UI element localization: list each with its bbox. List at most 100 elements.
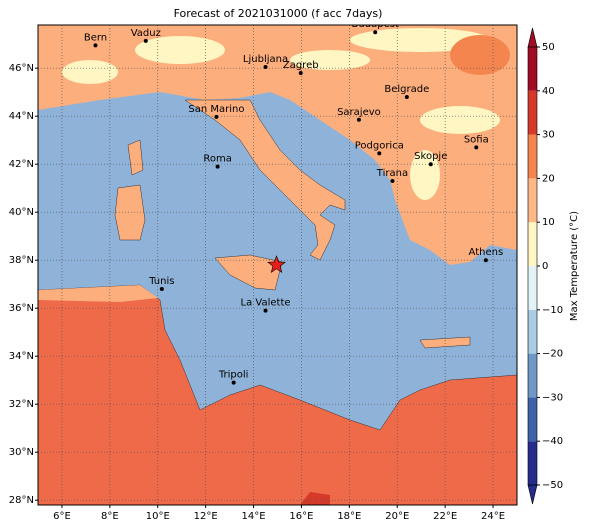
crete — [419, 336, 471, 349]
city-label: Vaduz — [131, 28, 161, 39]
city-marker — [474, 145, 479, 150]
colorbar-tick-label: −40 — [542, 436, 563, 447]
y-tick-label: 36°N — [9, 303, 34, 314]
city-marker — [263, 308, 268, 313]
city-label: Tripoli — [218, 370, 249, 381]
city-marker — [214, 114, 219, 119]
colorbar-band — [528, 47, 537, 91]
city-label: Belgrade — [384, 84, 429, 95]
city-label: La Valette — [241, 298, 291, 309]
city-label: Skopje — [414, 151, 447, 162]
city-marker — [143, 38, 148, 43]
x-tick-label: 16°E — [289, 511, 313, 522]
grid — [38, 25, 517, 505]
colorbar-tick-label: 50 — [542, 42, 555, 53]
colorbar-label: Max Temperature (°C) — [569, 211, 580, 321]
colorbar-band — [528, 266, 537, 310]
y-tick-label: 46°N — [9, 63, 34, 74]
colorbar-tick-label: 20 — [542, 173, 555, 184]
cool-area — [62, 60, 118, 84]
city-marker — [483, 258, 488, 263]
city-marker — [231, 380, 236, 385]
city-marker — [263, 65, 268, 69]
city-marker — [159, 287, 164, 291]
x-tick-label: 12°E — [194, 511, 218, 522]
x-tick-label: 24°E — [481, 511, 505, 522]
city-label: Athens — [469, 247, 504, 258]
city-marker — [356, 117, 361, 122]
city-label: Roma — [203, 154, 232, 165]
colorbar-band — [528, 441, 537, 485]
y-tick-label: 42°N — [9, 159, 34, 170]
hot-area — [300, 492, 330, 505]
colorbar-band — [528, 90, 537, 135]
corsica — [127, 139, 144, 176]
y-tick-label: 38°N — [9, 255, 34, 266]
city-label: Sofia — [464, 134, 489, 145]
city-label: San Marino — [188, 104, 244, 115]
colorbar-tick-label: 30 — [542, 130, 555, 141]
x-tick-label: 20°E — [385, 511, 409, 522]
city-marker — [215, 164, 220, 169]
colorbar-band — [528, 309, 537, 354]
city-label: Bern — [84, 32, 107, 43]
x-tick-label: 8°E — [101, 511, 119, 522]
y-tick-label: 30°N — [9, 447, 34, 458]
y-tick-label: 44°N — [9, 111, 34, 122]
x-tick-label: 10°E — [146, 511, 170, 522]
colorbar-tick-label: 10 — [542, 217, 555, 228]
cool-area — [135, 36, 225, 64]
sardinia — [114, 184, 146, 241]
cool-area — [290, 50, 370, 70]
x-tick-label: 6°E — [53, 511, 71, 522]
city-label: Ljubljana — [243, 54, 288, 65]
y-tick-label: 34°N — [9, 351, 34, 362]
colorbar-extend-top — [527, 27, 538, 48]
colorbar-tick-label: −20 — [542, 349, 563, 360]
city-marker — [428, 162, 433, 167]
city-label: Podgorica — [355, 140, 404, 151]
x-tick-label: 18°E — [337, 511, 361, 522]
colorbar-extend-bottom — [527, 484, 538, 505]
colorbar-tick-label: 0 — [542, 261, 548, 272]
map-title: Forecast of 2021031000 (f acc 7days) — [174, 7, 383, 20]
map-frame — [37, 24, 518, 506]
colorbar-band — [528, 134, 537, 179]
y-tick-label: 32°N — [9, 399, 34, 410]
city-marker — [390, 179, 395, 183]
city-marker — [404, 95, 409, 99]
x-tick-label: 22°E — [433, 511, 457, 522]
warm-area — [450, 35, 510, 75]
city-label: Budapest — [352, 19, 399, 30]
cool-area — [410, 150, 440, 200]
cool-area — [420, 106, 500, 134]
city-label: Tirana — [376, 168, 408, 179]
sicily — [214, 254, 283, 291]
event-star — [267, 255, 286, 273]
coastal-area — [38, 285, 158, 302]
colorbar-tick-label: −10 — [542, 305, 563, 316]
x-tick-label: 14°E — [242, 511, 266, 522]
city-marker — [373, 30, 378, 35]
colorbar-band — [528, 397, 537, 442]
y-tick-label: 28°N — [9, 495, 34, 506]
axes: 6°E 8°E 10°E 12°E 14°E 16°E 18°E 20°E 22°E 24°E 28… — [9, 63, 505, 522]
city-label: Tunis — [148, 276, 174, 287]
city-marker — [377, 151, 382, 156]
italy — [184, 99, 346, 261]
colorbar-band — [528, 222, 537, 266]
city-marker — [93, 43, 98, 48]
colorbar-band — [528, 178, 537, 223]
colorbar-tick-label: 40 — [542, 86, 555, 97]
colorbar-tick-label: −30 — [542, 392, 563, 403]
colorbar-tick-label: −50 — [542, 480, 563, 491]
y-tick-label: 40°N — [9, 207, 34, 218]
city-label: Zagreb — [283, 60, 319, 71]
city-label: Sarajevo — [337, 107, 381, 118]
colorbar: −50 −40 −30 −20 −10 0 10 20 30 40 50 Max Temperatur… — [527, 27, 580, 505]
city-marker — [298, 71, 303, 75]
